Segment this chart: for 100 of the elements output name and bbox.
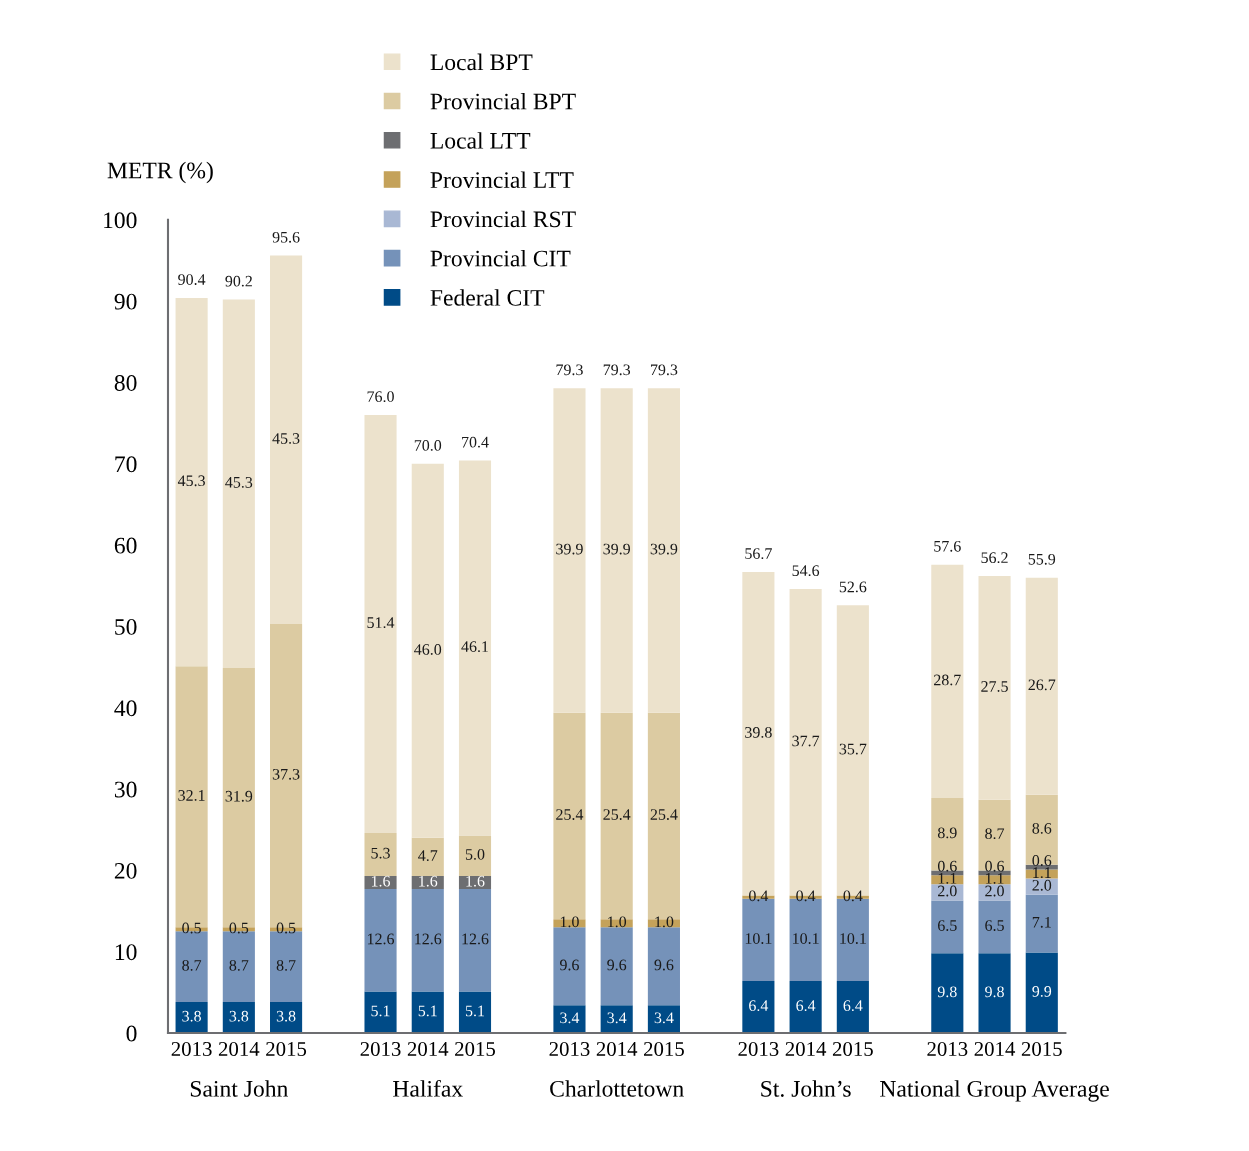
data-label: 46.0 xyxy=(414,644,442,655)
legend-label: Provincial LTT xyxy=(430,171,574,189)
data-label: 28.7 xyxy=(934,674,961,686)
x-tick-label: 2015 xyxy=(1021,1041,1062,1057)
data-label: 9.8 xyxy=(937,986,957,998)
x-tick-label: 2013 xyxy=(171,1041,212,1057)
data-label: 9.6 xyxy=(654,959,674,971)
data-label: 3.4 xyxy=(560,1012,580,1024)
data-label: 1.0 xyxy=(655,916,674,928)
total-label: 57.6 xyxy=(934,540,961,552)
bar xyxy=(270,1002,303,1034)
y-tick-label: 40 xyxy=(114,700,137,717)
data-label: 8.7 xyxy=(276,959,296,971)
bar xyxy=(458,835,492,877)
bar xyxy=(931,564,964,799)
bar xyxy=(931,953,964,1034)
bar xyxy=(789,980,822,1034)
y-tick-label: 0 xyxy=(126,1025,137,1042)
x-tick-label: 2014 xyxy=(407,1041,449,1057)
bar xyxy=(978,884,1011,901)
bar xyxy=(364,889,397,992)
bar xyxy=(600,1005,633,1034)
total-label: 55.9 xyxy=(1028,553,1056,565)
y-tick-label: 30 xyxy=(114,781,137,798)
data-label: 26.7 xyxy=(1028,679,1056,691)
legend-label: Provincial CIT xyxy=(430,249,571,267)
bar xyxy=(411,463,444,838)
total-label: 70.0 xyxy=(414,440,442,451)
data-label: 27.5 xyxy=(981,681,1008,692)
data-label: 35.7 xyxy=(839,743,867,755)
data-label: 6.4 xyxy=(749,1000,769,1012)
bar xyxy=(364,991,397,1034)
y-axis-title: METR (%) xyxy=(107,161,213,184)
data-label: 0.5 xyxy=(182,922,201,934)
data-label: 3.4 xyxy=(607,1012,627,1024)
data-label: 3.8 xyxy=(229,1010,249,1022)
legend-label: Local BPT xyxy=(430,53,533,71)
bar xyxy=(978,953,1011,1034)
data-label: 8.7 xyxy=(182,959,202,971)
data-label: 31.9 xyxy=(225,790,253,802)
bar xyxy=(222,299,255,668)
bar xyxy=(647,388,680,713)
bar xyxy=(1025,894,1058,953)
x-tick-label: 2013 xyxy=(927,1041,968,1057)
bar xyxy=(836,980,869,1034)
x-tick-label: 2014 xyxy=(218,1041,260,1057)
data-label: 0.6 xyxy=(937,860,957,872)
text: Charlottetown xyxy=(550,1080,684,1097)
total-label: 90.4 xyxy=(178,274,206,285)
bar xyxy=(458,889,492,992)
data-label: 8.6 xyxy=(1032,822,1052,834)
data-label: 9.9 xyxy=(1032,986,1052,997)
bar xyxy=(411,837,444,877)
data-label: 10.1 xyxy=(745,933,772,944)
data-label: 37.7 xyxy=(792,735,820,747)
data-label: 12.6 xyxy=(415,933,442,945)
data-label: 6.5 xyxy=(938,920,957,931)
data-label: 0.4 xyxy=(796,890,816,902)
data-label: 5.3 xyxy=(371,847,390,859)
data-label: 0.4 xyxy=(843,890,863,902)
bar xyxy=(411,991,444,1034)
x-tick-label: 2014 xyxy=(785,1041,827,1057)
data-label: 0.4 xyxy=(749,890,769,902)
data-label: 5.0 xyxy=(465,848,485,860)
data-label: 10.1 xyxy=(840,933,866,944)
bar xyxy=(175,1002,208,1034)
data-label: 3.8 xyxy=(182,1010,201,1022)
bar xyxy=(931,798,964,871)
bar xyxy=(600,388,633,713)
y-tick-label: 90 xyxy=(114,293,137,310)
data-label: 5.1 xyxy=(371,1005,390,1017)
data-label: 5.1 xyxy=(418,1005,437,1017)
bar xyxy=(978,900,1011,954)
bar xyxy=(458,991,492,1034)
data-label: 39.8 xyxy=(745,726,772,738)
bar xyxy=(978,799,1011,871)
bar xyxy=(458,460,492,836)
data-label: 9.6 xyxy=(559,959,579,971)
total-label: 76.0 xyxy=(367,391,394,403)
data-label: 45.3 xyxy=(272,433,300,444)
bar xyxy=(647,927,680,1006)
bar xyxy=(1025,952,1058,1034)
y-tick-label: 100 xyxy=(104,212,137,229)
bar xyxy=(553,1005,586,1034)
data-label: 45.3 xyxy=(177,475,205,487)
y-tick-label: 60 xyxy=(114,537,137,554)
data-label: 0.5 xyxy=(229,922,249,934)
legend-label: Local LTT xyxy=(430,132,531,149)
data-label: 8.7 xyxy=(985,828,1005,840)
total-label: 56.2 xyxy=(981,552,1008,564)
data-label: 45.3 xyxy=(225,476,253,488)
data-label: 12.6 xyxy=(462,933,489,945)
data-label: 7.1 xyxy=(1032,916,1051,928)
data-label: 39.9 xyxy=(603,543,631,555)
bar xyxy=(978,875,1011,885)
data-label: 6.4 xyxy=(843,1000,863,1012)
data-label: 1.6 xyxy=(371,875,391,887)
data-label: 6.4 xyxy=(796,1000,816,1012)
total-label: 52.6 xyxy=(839,581,867,593)
text: National Group Average xyxy=(880,1080,1109,1102)
